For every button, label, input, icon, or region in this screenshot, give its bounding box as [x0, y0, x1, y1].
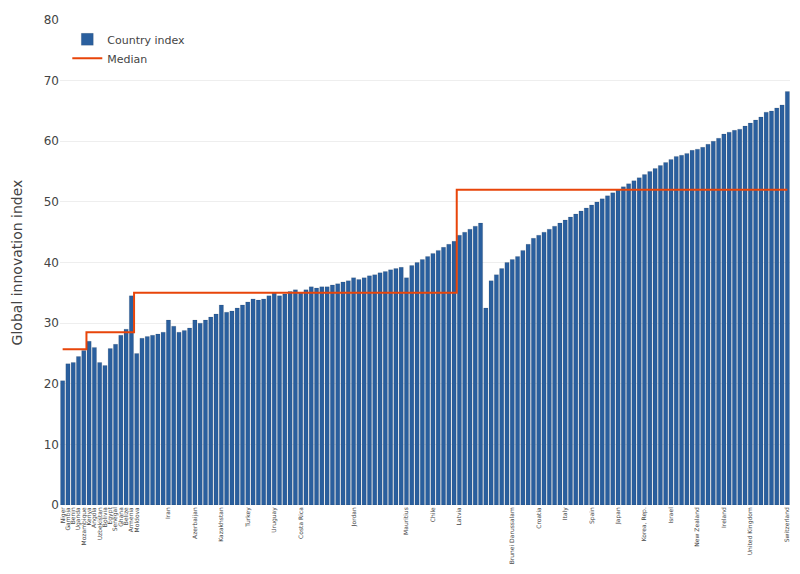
svg-text:Uganda: Uganda — [74, 507, 82, 530]
svg-text:New Zealand: New Zealand — [693, 507, 700, 547]
svg-text:Korea, Rep.: Korea, Rep. — [640, 507, 648, 541]
svg-text:Belize: Belize — [122, 507, 129, 525]
svg-text:Ghana: Ghana — [117, 507, 124, 527]
svg-text:Chile: Chile — [429, 507, 436, 522]
svg-text:Uruguay: Uruguay — [270, 507, 278, 533]
svg-text:Turkey: Turkey — [244, 507, 252, 528]
svg-text:Angola: Angola — [90, 507, 98, 528]
svg-text:Egypt: Egypt — [106, 507, 114, 525]
svg-text:Armenia: Armenia — [127, 507, 134, 532]
svg-text:Kazakhstan: Kazakhstan — [217, 507, 224, 542]
svg-text:Uzbekistan: Uzbekistan — [96, 507, 103, 540]
svg-text:70: 70 — [44, 74, 59, 88]
svg-text:Niger: Niger — [59, 507, 67, 524]
svg-text:Israel: Israel — [667, 507, 674, 524]
svg-text:Gambia: Gambia — [64, 507, 71, 531]
svg-text:United Kingdom: United Kingdom — [746, 507, 754, 555]
svg-text:Benin: Benin — [69, 507, 76, 524]
svg-text:0: 0 — [51, 498, 59, 512]
svg-text:Costa Rica: Costa Rica — [297, 507, 304, 539]
svg-text:Kenya: Kenya — [85, 507, 93, 526]
svg-text:Latvia: Latvia — [455, 507, 462, 526]
svg-text:Jordan: Jordan — [350, 507, 358, 527]
svg-text:10: 10 — [44, 438, 59, 452]
svg-text:20: 20 — [44, 377, 59, 391]
svg-text:Azerbaijan: Azerbaijan — [191, 507, 199, 539]
svg-text:Senegal: Senegal — [111, 507, 119, 531]
svg-text:Switzerland: Switzerland — [783, 507, 790, 542]
svg-text:80: 80 — [44, 13, 59, 27]
svg-text:Spain: Spain — [588, 507, 596, 524]
svg-text:50: 50 — [44, 195, 59, 209]
svg-text:Brunei Darussalam: Brunei Darussalam — [508, 507, 515, 564]
svg-text:Japan: Japan — [614, 507, 622, 525]
svg-text:Median: Median — [107, 53, 147, 66]
svg-text:Italy: Italy — [561, 507, 569, 520]
svg-text:Croatia: Croatia — [535, 507, 542, 529]
svg-text:Global innovation index: Global innovation index — [9, 180, 25, 346]
svg-text:Moldova: Moldova — [133, 507, 140, 533]
svg-text:Mauritius: Mauritius — [402, 507, 409, 535]
svg-text:Iran: Iran — [164, 507, 171, 519]
svg-text:60: 60 — [44, 134, 59, 148]
svg-text:Ireland: Ireland — [720, 507, 727, 528]
svg-text:Country index: Country index — [107, 34, 185, 47]
svg-text:30: 30 — [44, 316, 59, 330]
svg-text:40: 40 — [44, 256, 59, 270]
svg-text:Mozambique: Mozambique — [80, 507, 88, 546]
svg-text:Bolivia: Bolivia — [101, 507, 108, 527]
